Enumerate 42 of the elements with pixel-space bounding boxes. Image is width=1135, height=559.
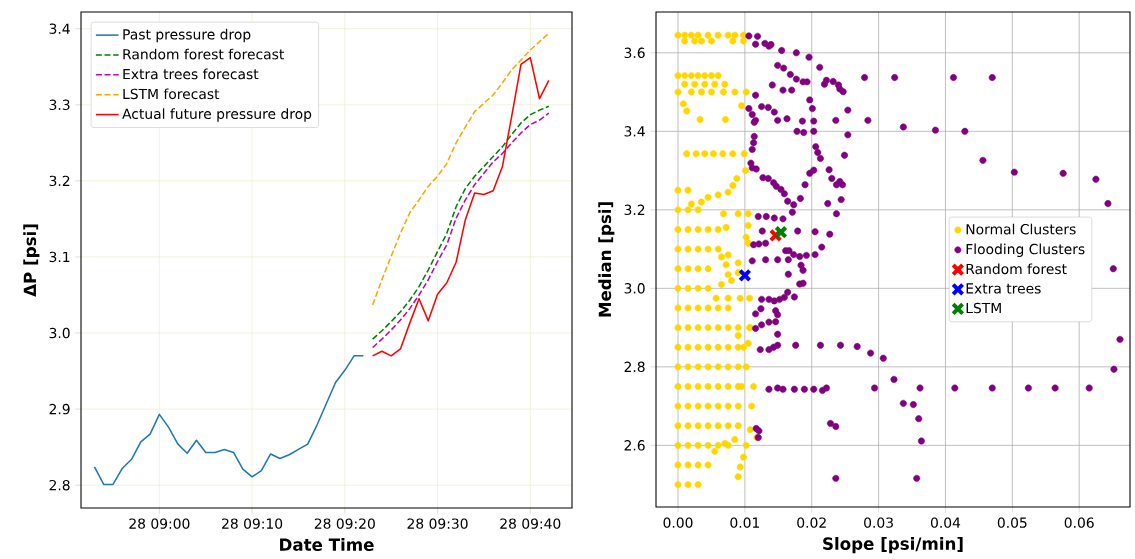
x-tick-label: 28 09:20: [314, 518, 375, 529]
y-tick-label: 3.6: [624, 47, 645, 59]
x-tick-label: 28 09:40: [500, 518, 561, 529]
x-tick-label: 28 09:30: [407, 518, 468, 529]
y-tick-label: 3.2: [624, 204, 645, 216]
y-axis-title: Median [psi]: [598, 202, 615, 317]
legend-label: Actual future pressure drop: [122, 108, 312, 122]
legend-label: LSTM: [966, 302, 1001, 314]
y-tick-label: 3.3: [49, 99, 70, 111]
x-tick-label: 0.03: [864, 517, 893, 528]
legend-label: Extra trees: [966, 283, 1041, 294]
x-tick-label: 0.01: [730, 517, 760, 528]
y-tick-label: 3.4: [624, 126, 645, 137]
legend-label: Random forest forecast: [123, 48, 284, 60]
legend-label: Random forest: [966, 263, 1067, 275]
legend-label: Past pressure drop: [123, 28, 251, 43]
legend-label: Flooding Clusters: [966, 243, 1085, 258]
y-tick-label: 3.4: [49, 23, 70, 34]
y-tick-label: 2.8: [49, 479, 70, 491]
x-axis-title: Date Time: [280, 538, 374, 551]
y-tick-label: 3.0: [49, 327, 70, 339]
point: [774, 225, 788, 239]
x-tick-label: 28 09:10: [222, 518, 283, 529]
y-tick-label: 2.6: [624, 440, 645, 451]
y-tick-label: 2.9: [49, 403, 70, 415]
y-tick-label: 3.1: [49, 251, 70, 263]
y-axis-title: ΔP [psi]: [23, 224, 40, 297]
y-tick-label: 3.0: [624, 283, 645, 294]
x-tick-label: 28 09:00: [129, 518, 190, 529]
x-tick-label: 0.00: [663, 517, 693, 528]
line-series: [371, 56, 550, 357]
y-tick-label: 3.2: [49, 175, 70, 187]
x-tick-label: 0.06: [1064, 517, 1094, 528]
legend-label: Extra trees forecast: [123, 68, 259, 80]
line-series: [93, 355, 365, 486]
x-tick-label: 0.05: [997, 517, 1027, 528]
y-tick-label: 2.8: [624, 361, 645, 373]
legend-label: LSTM forecast: [123, 88, 220, 100]
x-tick-label: 0.02: [797, 517, 826, 528]
x-tick-label: 0.04: [930, 517, 961, 528]
legend-label: Normal Clusters: [966, 223, 1076, 235]
x-axis-title: Slope [psi/min]: [823, 537, 963, 554]
